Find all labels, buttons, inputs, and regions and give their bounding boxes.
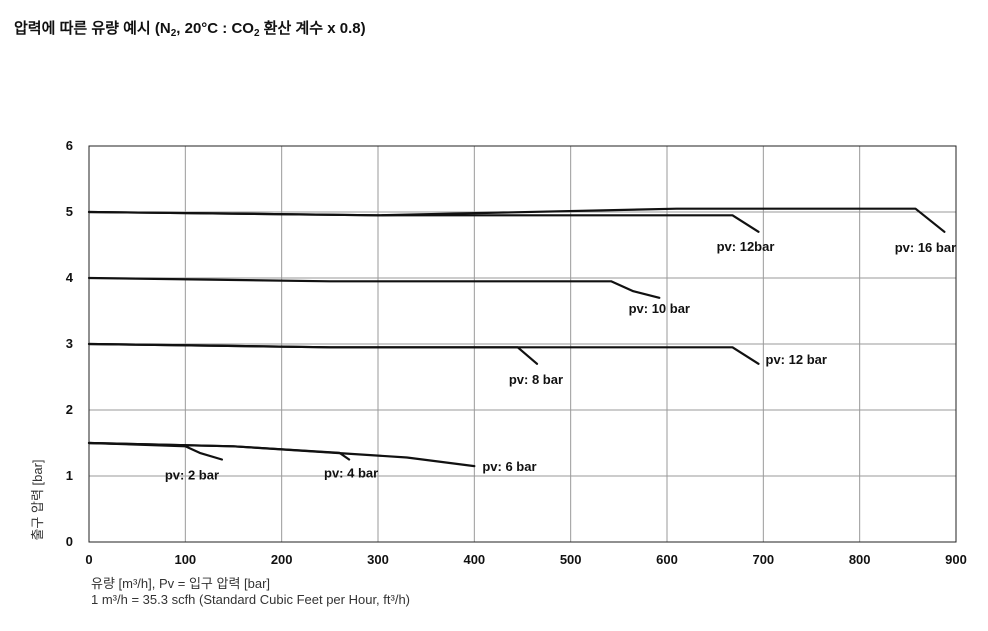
x-tick-label: 600 [656,552,678,567]
series-label: pv: 12bar [717,239,775,254]
series-label: pv: 12 bar [766,352,827,367]
x-tick-label: 300 [367,552,389,567]
series-line [87,276,661,299]
x-tick-label: 700 [752,552,774,567]
y-tick-label: 0 [66,534,73,549]
x-tick-label: 0 [85,552,92,567]
x-tick-label: 400 [463,552,485,567]
x-tick-label: 900 [945,552,967,567]
series-label: pv: 10 bar [629,301,690,316]
x-axis-label: 유량 [m³/h], Pv = 입구 압력 [bar] 1 m³/h = 35.… [91,576,410,608]
x-tick-label: 500 [560,552,582,567]
x-tick-label: 100 [174,552,196,567]
series-label: pv: 16 bar [895,240,956,255]
y-axis-label: 출구 압력 [bar] [30,459,45,540]
series-line [87,207,946,233]
x-axis-note: 1 m³/h = 35.3 scfh (Standard Cubic Feet … [91,592,411,607]
series-label: pv: 6 bar [482,459,536,474]
series-line [87,441,476,468]
series-label: pv: 4 bar [324,466,378,481]
series-line [87,342,760,365]
y-tick-label: 4 [66,270,74,285]
y-tick-label: 6 [66,138,73,153]
chart-title: 압력에 따른 유량 예시 (N2, 20°C : CO2 환산 계수 x 0.8… [14,20,366,39]
y-tick-label: 3 [66,336,73,351]
y-tick-label: 5 [66,204,73,219]
x-tick-label: 200 [271,552,293,567]
y-tick-label: 2 [66,402,73,417]
series-label: pv: 2 bar [165,468,219,483]
x-axis-title: 유량 [m³/h], Pv = 입구 압력 [bar] [91,576,271,591]
y-tick-label: 1 [66,468,73,483]
series-label: pv: 8 bar [509,372,563,387]
x-tick-label: 800 [849,552,871,567]
